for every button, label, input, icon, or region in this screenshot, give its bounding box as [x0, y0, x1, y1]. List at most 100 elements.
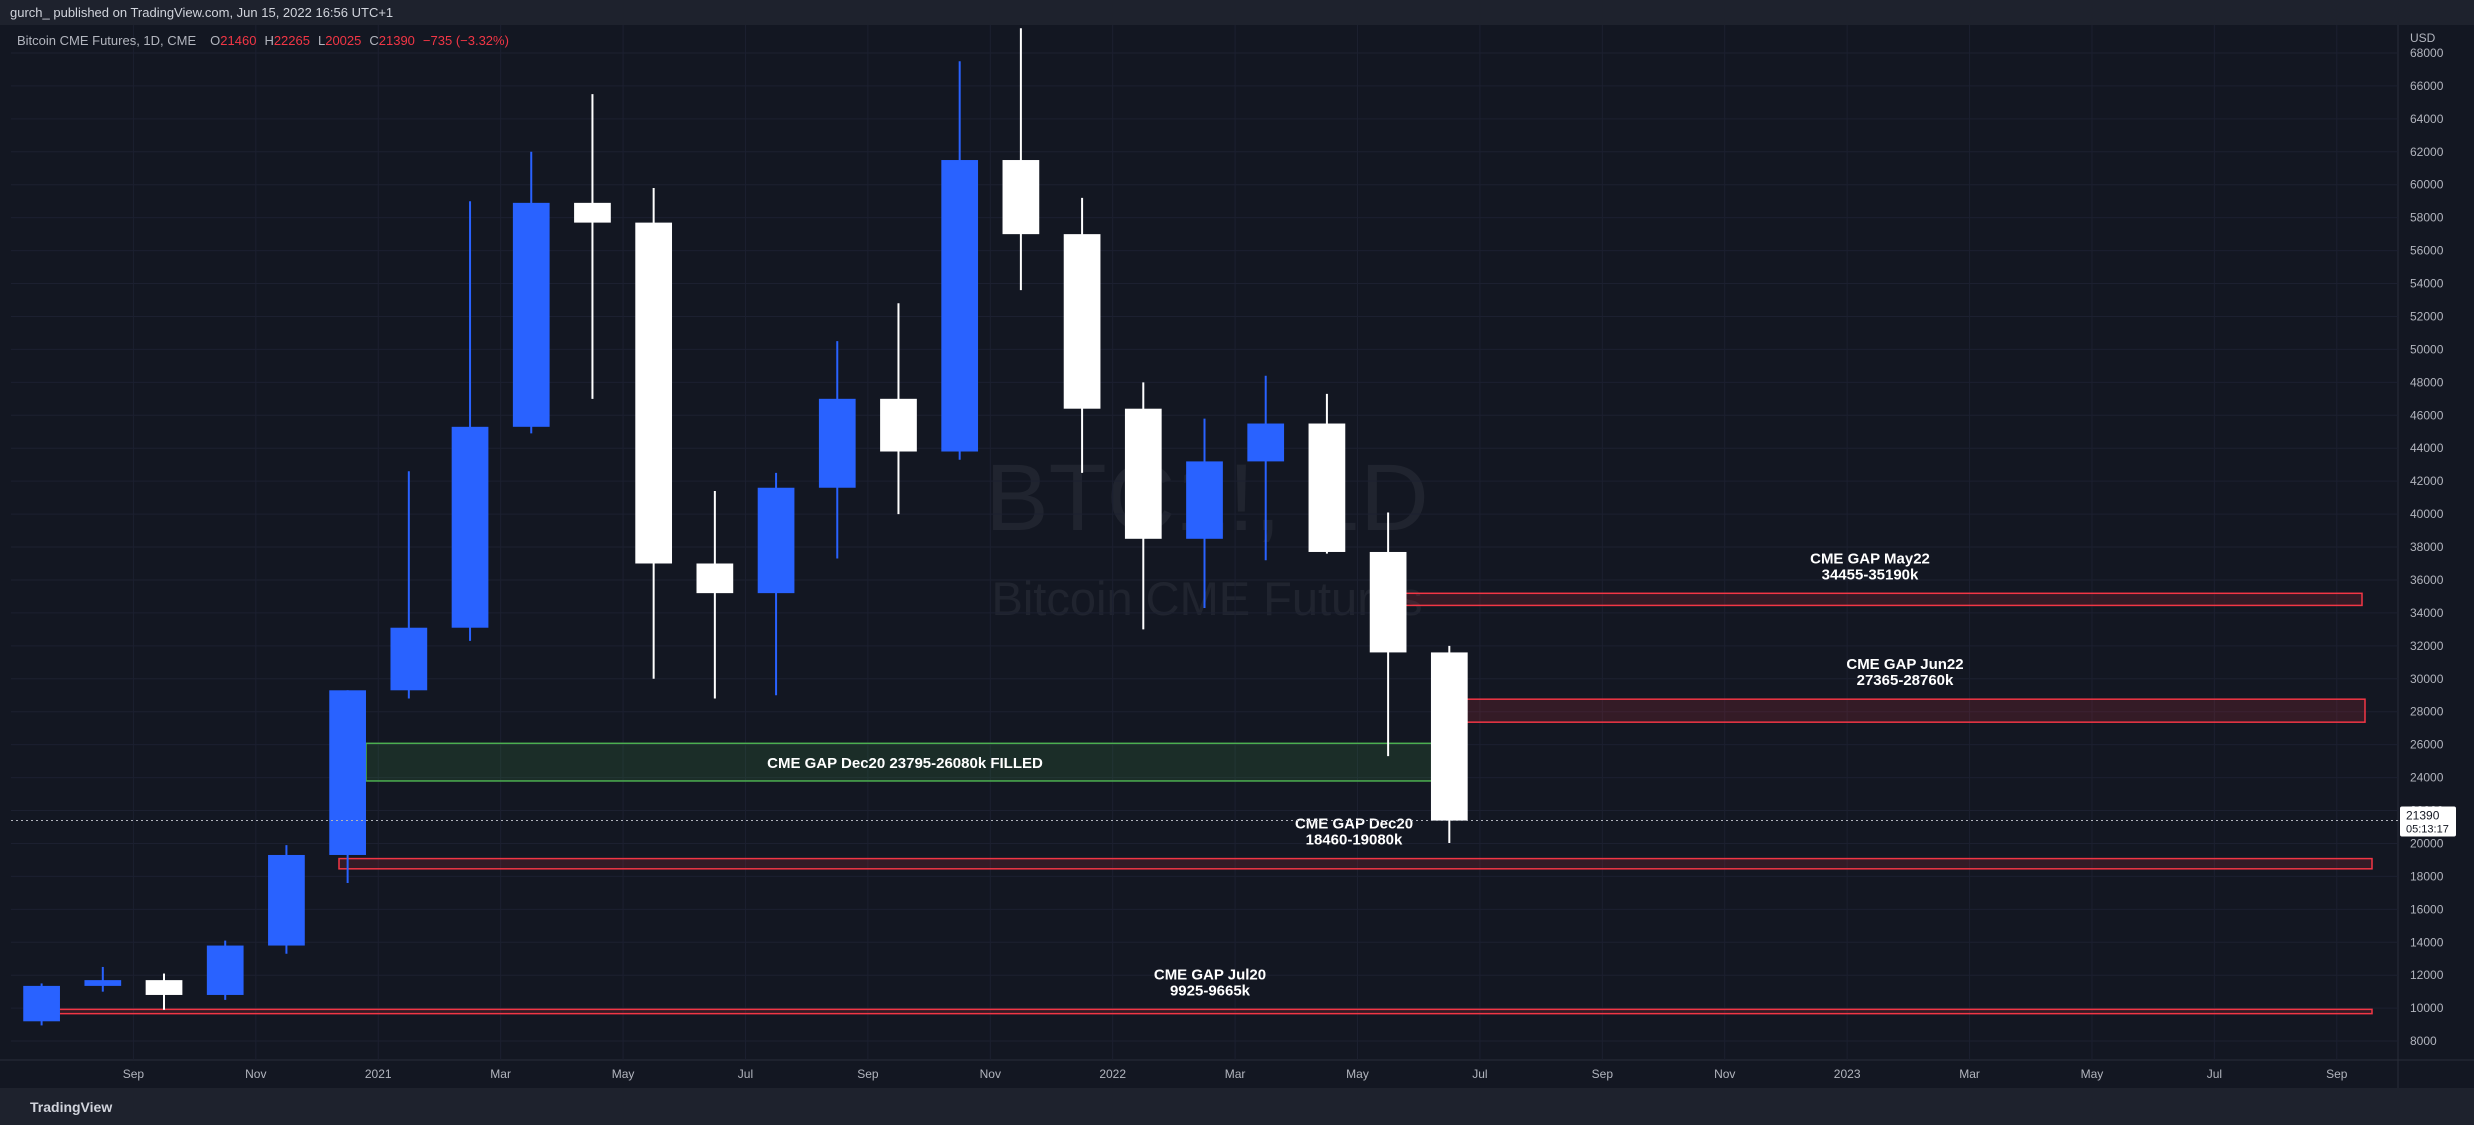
- x-tick-label: Jul: [738, 1067, 753, 1081]
- gap-label: CME GAP May22: [1810, 550, 1930, 567]
- y-tick-label: 12000: [2410, 968, 2444, 982]
- legend-key: H: [264, 33, 273, 48]
- y-tick-label: 26000: [2410, 738, 2444, 752]
- gap-label: 27365-28760k: [1857, 672, 1954, 689]
- candle-body: [390, 627, 428, 691]
- legend-change: −735 (−3.32%): [423, 33, 509, 48]
- candle-body: [206, 945, 244, 995]
- gap-zone: [338, 857, 2373, 870]
- candle-body: [1430, 652, 1468, 821]
- x-tick-label: 2021: [365, 1067, 392, 1081]
- x-tick-label: May: [612, 1067, 635, 1081]
- x-tick-label: 2023: [1834, 1067, 1861, 1081]
- gap-label: 18460-19080k: [1306, 832, 1403, 849]
- y-tick-label: 46000: [2410, 408, 2444, 422]
- gap-zone: [365, 742, 1445, 782]
- watermark-name: Bitcoin CME Futures: [992, 572, 1423, 625]
- y-tick-label: 60000: [2410, 178, 2444, 192]
- candle-body: [1002, 160, 1040, 235]
- x-tick-label: 2022: [1099, 1067, 1126, 1081]
- y-tick-label: 14000: [2410, 935, 2444, 949]
- candle-body: [941, 160, 979, 452]
- candle-body: [757, 487, 795, 594]
- gap-zone: [1444, 698, 2366, 723]
- gap-label: CME GAP Jul20: [1154, 966, 1266, 983]
- x-tick-label: Sep: [2326, 1067, 2348, 1081]
- candle-body: [880, 398, 917, 452]
- x-tick-label: May: [1346, 1067, 1369, 1081]
- gap-zone: [54, 1008, 2373, 1015]
- candle-body: [1186, 461, 1223, 539]
- y-tick-label: 32000: [2410, 639, 2444, 653]
- x-tick-label: Mar: [1959, 1067, 1980, 1081]
- y-tick-label: 16000: [2410, 902, 2444, 916]
- y-unit: USD: [2410, 31, 2436, 45]
- candle-body: [84, 980, 122, 986]
- gap-label: CME GAP Jun22: [1846, 656, 1963, 673]
- y-tick-label: 24000: [2410, 771, 2444, 785]
- gap-label: 34455-35190k: [1822, 566, 1919, 583]
- candle-body: [451, 426, 489, 628]
- legend-value: 21390: [379, 33, 415, 48]
- candle-body: [329, 690, 366, 855]
- y-tick-label: 44000: [2410, 441, 2444, 455]
- y-tick-label: 66000: [2410, 79, 2444, 93]
- x-tick-label: Nov: [245, 1067, 266, 1081]
- y-tick-label: 54000: [2410, 277, 2444, 291]
- header-text: gurch_ published on TradingView.com, Jun…: [10, 5, 393, 20]
- footer-brand: TradingView: [30, 1099, 112, 1115]
- x-tick-label: Sep: [1592, 1067, 1614, 1081]
- gap-label: CME GAP Dec20 23795-26080k FILLED: [767, 755, 1043, 772]
- candle-body: [512, 202, 550, 427]
- candle-body: [635, 222, 673, 564]
- legend-key: L: [318, 33, 325, 48]
- gap-zone: [1375, 592, 2363, 607]
- y-tick-label: 34000: [2410, 606, 2444, 620]
- y-tick-label: 52000: [2410, 309, 2444, 323]
- candle-body: [1308, 423, 1346, 552]
- candle-body: [1063, 234, 1101, 409]
- y-tick-label: 18000: [2410, 869, 2444, 883]
- x-tick-label: Sep: [857, 1067, 879, 1081]
- legend: Bitcoin CME Futures, 1D, CME O21460 H22265…: [17, 33, 509, 48]
- last-price-label: 21390: [2406, 809, 2440, 823]
- y-tick-label: 58000: [2410, 211, 2444, 225]
- y-tick-label: 28000: [2410, 705, 2444, 719]
- legend-value: 20025: [325, 33, 361, 48]
- x-tick-label: May: [2081, 1067, 2104, 1081]
- candle-body: [818, 398, 856, 488]
- y-tick-label: 30000: [2410, 672, 2444, 686]
- legend-value: 21460: [220, 33, 256, 48]
- y-tick-label: 36000: [2410, 573, 2444, 587]
- legend-key: C: [369, 33, 378, 48]
- gap-label: 9925-9665k: [1170, 982, 1251, 999]
- x-tick-label: Nov: [980, 1067, 1001, 1081]
- legend-symbol: Bitcoin CME Futures, 1D, CME: [17, 33, 196, 48]
- x-tick-label: Sep: [123, 1067, 145, 1081]
- y-tick-label: 56000: [2410, 244, 2444, 258]
- top-bar: [0, 0, 2474, 25]
- legend-key: O: [210, 33, 220, 48]
- y-tick-label: 38000: [2410, 540, 2444, 554]
- candle-body: [574, 202, 611, 223]
- candle-body: [1247, 423, 1285, 462]
- x-tick-label: Jul: [2207, 1067, 2222, 1081]
- x-tick-label: Mar: [1225, 1067, 1246, 1081]
- y-tick-label: 50000: [2410, 342, 2444, 356]
- y-tick-label: 68000: [2410, 46, 2444, 60]
- y-tick-label: 64000: [2410, 112, 2444, 126]
- legend-value: 22265: [274, 33, 310, 48]
- x-tick-label: Jul: [1472, 1067, 1487, 1081]
- candle-body: [696, 563, 734, 594]
- footer-bar: [0, 1088, 2474, 1125]
- y-tick-label: 48000: [2410, 375, 2444, 389]
- candle-body: [1369, 551, 1407, 653]
- gap-label: CME GAP Dec20: [1295, 816, 1413, 833]
- y-tick-label: 40000: [2410, 507, 2444, 521]
- candle-body: [23, 985, 60, 1022]
- y-tick-label: 10000: [2410, 1001, 2444, 1015]
- countdown-label: 05:13:17: [2406, 824, 2449, 836]
- y-tick-label: 8000: [2410, 1034, 2437, 1048]
- x-tick-label: Mar: [490, 1067, 511, 1081]
